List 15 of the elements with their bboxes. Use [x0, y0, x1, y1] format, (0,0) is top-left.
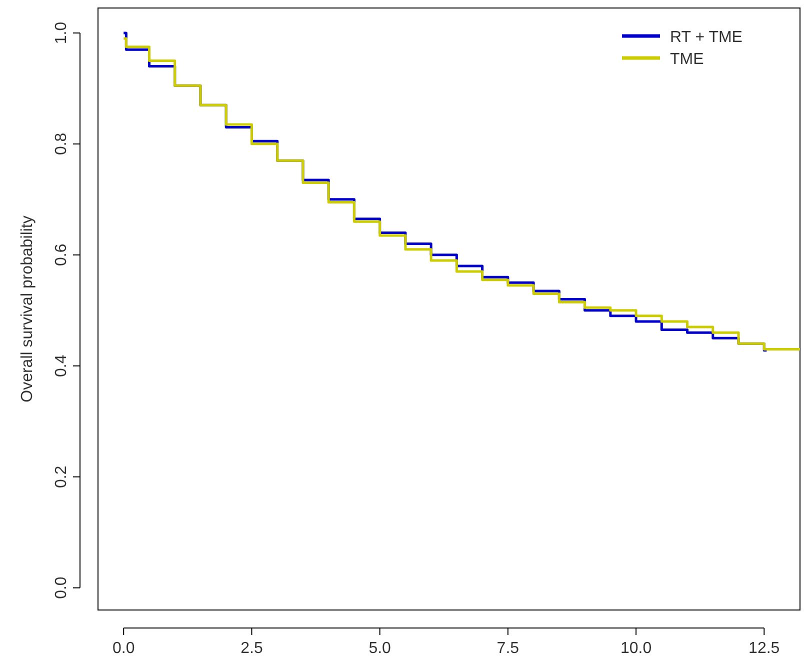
- x-tick-label: 2.5: [240, 640, 263, 657]
- y-axis-title: Overall survival probability: [19, 216, 36, 402]
- x-tick-label: 7.5: [496, 640, 520, 657]
- y-tick-label: 0.6: [53, 244, 70, 266]
- x-tick-label: 12.5: [748, 640, 780, 657]
- legend-label: TME: [670, 51, 704, 68]
- y-tick-label: 1.0: [53, 22, 70, 44]
- y-tick-label: 0.8: [53, 132, 70, 156]
- x-tick-label: 0.0: [112, 640, 135, 657]
- y-tick-label: 0.2: [53, 466, 70, 488]
- x-tick-label: 10.0: [620, 640, 652, 657]
- x-tick-label: 5.0: [368, 640, 392, 657]
- legend-label: RT + TME: [670, 29, 742, 46]
- y-tick-label: 0.4: [53, 354, 70, 377]
- y-tick-label: 0.0: [53, 576, 70, 599]
